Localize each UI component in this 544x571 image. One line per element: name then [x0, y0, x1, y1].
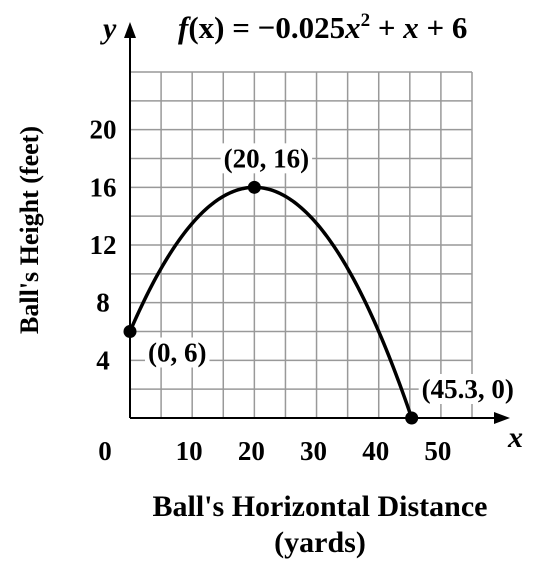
function-lhs-arg: (x) [188, 10, 224, 45]
data-point-label: (20, 16) [224, 143, 309, 173]
y-tick-label: 4 [96, 345, 110, 375]
data-point [405, 411, 419, 425]
function-exp: 2 [361, 10, 371, 31]
x-tick-label: 30 [300, 436, 327, 466]
function-equals: = −0.025 [224, 10, 345, 45]
function-plus1: + [370, 10, 403, 45]
data-points: (0, 6) (20, 16) (45.3, 0) [123, 143, 517, 425]
data-point-label: (0, 6) [148, 338, 206, 368]
function-tail: + 6 [419, 10, 468, 45]
x-axis-label-line2: (yards) [274, 526, 366, 559]
data-point [123, 325, 137, 338]
x-axis-label-line1: Ball's Horizontal Distance [152, 490, 488, 523]
x-axis-label: Ball's Horizontal Distance (yards) [100, 490, 540, 560]
function-lhs-name: f [178, 10, 191, 45]
tick-labels: 0 10 20 30 40 50 4 8 12 16 20 [90, 115, 452, 466]
y-tick-label: 12 [90, 230, 117, 260]
y-axis-label: Ball's Height (feet) [15, 126, 44, 334]
x-axis-arrow [494, 412, 510, 424]
data-point-label-bg [220, 143, 313, 174]
data-point [247, 180, 261, 194]
x-tick-label: 50 [424, 436, 451, 466]
x-axis-name: x [507, 421, 523, 454]
y-tick-label: 20 [90, 115, 117, 145]
data-point-label-bg [145, 337, 210, 368]
data-point-label: (45.3, 0) [422, 374, 514, 404]
x-tick-label: 10 [176, 436, 203, 466]
axes [124, 22, 510, 424]
grid [130, 71, 473, 418]
data-point-label-bg [418, 374, 517, 404]
x-tick-label: 40 [362, 436, 389, 466]
y-tick-label: 16 [90, 172, 117, 202]
function-label: f(x) = −0.025x2 + x + 6 [178, 10, 467, 45]
parabola-curve [128, 185, 414, 419]
function-var1: x [344, 10, 361, 45]
y-tick-label: 8 [96, 288, 110, 318]
y-axis-name: y [100, 12, 117, 45]
x-tick-label: 20 [238, 436, 265, 466]
function-var2: x [402, 10, 419, 45]
y-axis-arrow [124, 22, 136, 38]
x-tick-label: 0 [98, 436, 112, 466]
